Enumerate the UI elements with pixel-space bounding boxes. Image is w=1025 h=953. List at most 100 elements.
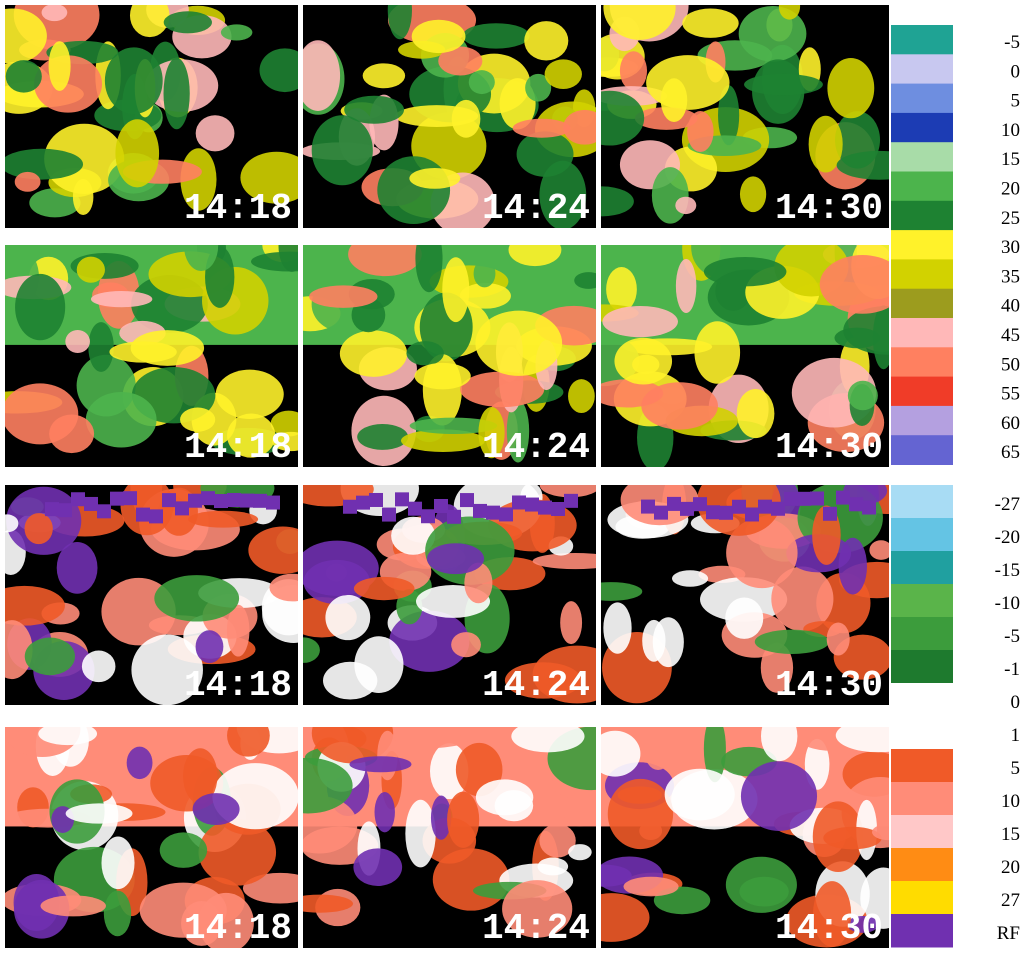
echo xyxy=(706,505,720,519)
echo xyxy=(827,58,874,118)
legend-swatch xyxy=(891,716,953,750)
legend-swatch xyxy=(891,518,953,552)
legend-label: -10 xyxy=(995,593,1020,614)
echo xyxy=(667,497,681,511)
echo xyxy=(603,602,631,653)
echo xyxy=(325,595,370,640)
echo xyxy=(412,20,466,53)
echo xyxy=(408,502,422,516)
echo xyxy=(538,501,552,515)
echo xyxy=(227,605,250,657)
echo xyxy=(363,63,405,88)
echo xyxy=(508,234,561,266)
echo xyxy=(545,59,582,89)
legend-label: 65 xyxy=(1001,442,1020,463)
legend-swatch xyxy=(891,406,953,436)
legend-swatch xyxy=(891,230,953,260)
echo xyxy=(694,321,740,383)
echo xyxy=(164,11,212,33)
echo xyxy=(253,494,267,508)
echo xyxy=(214,494,228,508)
legend-swatch xyxy=(891,347,953,377)
echo xyxy=(849,497,863,511)
echo xyxy=(123,491,137,505)
echo xyxy=(758,500,772,514)
echo xyxy=(84,497,98,511)
radar-panel: 14:30 xyxy=(570,0,921,229)
echo xyxy=(0,149,83,180)
echo xyxy=(395,492,409,506)
legend-swatch xyxy=(891,54,953,84)
echo xyxy=(409,168,460,189)
legend-swatch xyxy=(891,435,953,465)
echo xyxy=(641,500,655,514)
radar-panel: 14:24 xyxy=(285,462,622,706)
legend-swatch xyxy=(891,815,953,849)
echo xyxy=(602,306,678,337)
echo xyxy=(377,156,450,224)
legend-label: 10 xyxy=(1001,120,1020,141)
echo xyxy=(57,542,98,594)
echo xyxy=(761,711,797,761)
echo xyxy=(513,119,571,138)
echo xyxy=(469,70,495,94)
echo xyxy=(568,844,592,860)
legend-label: 27 xyxy=(1001,890,1020,911)
echo xyxy=(460,493,474,507)
legend-swatch xyxy=(891,749,953,783)
echo xyxy=(309,285,377,308)
echo xyxy=(848,381,878,411)
echo xyxy=(25,513,53,544)
legend-label: -5 xyxy=(1004,626,1020,647)
echo xyxy=(745,507,759,521)
legend-label: 20 xyxy=(1001,179,1020,200)
time-label: 14:30 xyxy=(775,427,883,468)
echo xyxy=(41,895,106,916)
legend-swatch xyxy=(891,142,953,172)
echo xyxy=(741,761,817,831)
echo xyxy=(101,837,134,890)
echo xyxy=(49,41,71,91)
echo xyxy=(348,232,422,276)
legend-swatch xyxy=(891,318,953,348)
legend-label: 5 xyxy=(1011,758,1021,779)
legend-swatch xyxy=(891,377,953,407)
legend-swatch xyxy=(891,584,953,618)
legend-label: 15 xyxy=(1001,824,1020,845)
echo xyxy=(517,131,574,177)
echo xyxy=(104,891,131,937)
echo xyxy=(6,60,42,93)
echo xyxy=(415,363,471,389)
echo xyxy=(462,23,529,48)
legend-label: 55 xyxy=(1001,384,1020,405)
echo xyxy=(680,502,694,516)
echo xyxy=(421,509,435,523)
echo xyxy=(560,601,582,644)
echo xyxy=(823,507,837,521)
echo xyxy=(460,372,544,408)
legend-label: 35 xyxy=(1001,266,1020,287)
radar-panel: 14:18 xyxy=(0,456,325,706)
legend-swatch xyxy=(891,201,953,231)
legend-label: 45 xyxy=(1001,325,1020,346)
echo xyxy=(693,497,707,511)
echo xyxy=(188,494,202,508)
legend-swatch xyxy=(891,914,953,948)
time-label: 14:30 xyxy=(775,188,883,229)
echo xyxy=(66,803,133,823)
echo xyxy=(15,274,65,340)
echo xyxy=(199,819,277,886)
legend-label: -1 xyxy=(1004,659,1020,680)
echo xyxy=(632,355,659,375)
time-label: 14:18 xyxy=(184,188,292,229)
legend-swatch xyxy=(891,881,953,915)
radar-panel: 14:24 xyxy=(292,0,610,235)
legend-swatch xyxy=(891,113,953,143)
legend-swatch xyxy=(891,848,953,882)
echo xyxy=(86,392,157,448)
legend-label: -15 xyxy=(995,560,1020,581)
echo xyxy=(475,311,562,376)
echo xyxy=(82,650,116,682)
radar-panel: 14:24 xyxy=(280,225,613,468)
echo xyxy=(473,504,487,518)
